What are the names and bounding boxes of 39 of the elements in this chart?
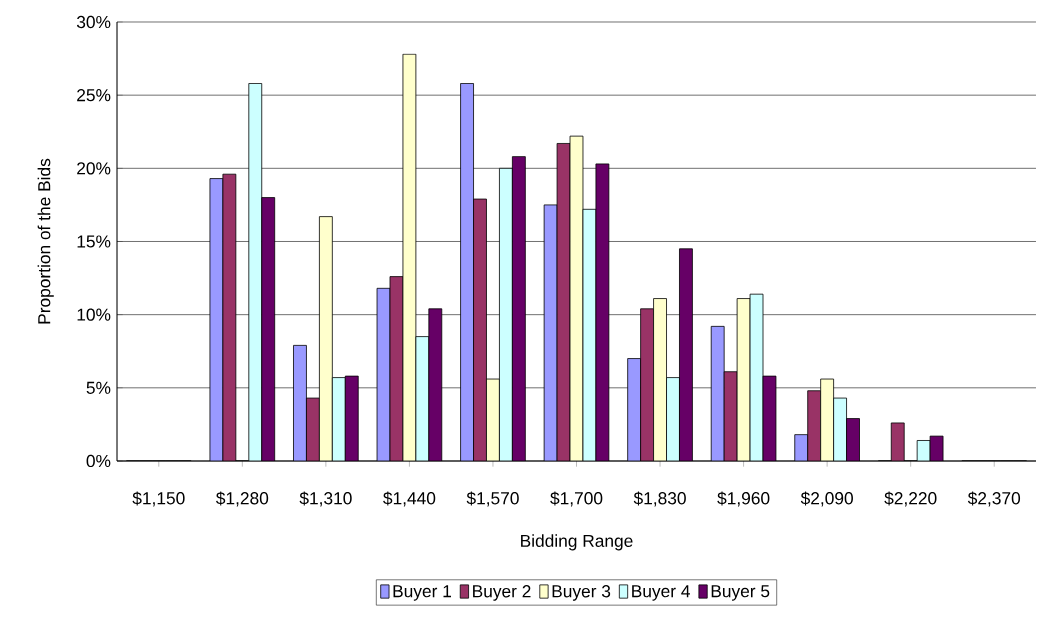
legend-label: Buyer 3 — [552, 585, 611, 601]
y-axis-title: Proportion of the Bids — [37, 158, 54, 324]
bar — [345, 376, 359, 461]
legend-label: Buyer 4 — [632, 585, 690, 601]
bar — [486, 379, 500, 461]
y-tick-label: 5% — [86, 381, 111, 394]
x-tick-label: $1,280 — [216, 491, 269, 507]
y-tick-label: 25% — [77, 89, 111, 102]
x-tick-label: $1,150 — [132, 491, 185, 507]
x-axis-title: Bidding Range — [521, 534, 633, 551]
y-tick-label: 0% — [86, 454, 111, 468]
legend-label: Buyer 5 — [711, 585, 770, 601]
bar — [846, 418, 860, 461]
y-tick-label: 20% — [77, 162, 111, 175]
y-tick-label: 10% — [77, 308, 111, 321]
bar — [820, 379, 834, 461]
x-tick-label: $1,700 — [550, 491, 603, 507]
bar — [306, 398, 320, 461]
legend-label: Buyer 1 — [393, 585, 451, 601]
bar — [679, 248, 693, 461]
bar — [807, 390, 821, 461]
y-tick-label: 15% — [77, 235, 111, 248]
x-tick-label: $1,440 — [383, 491, 436, 507]
x-tick-label: $1,830 — [633, 491, 686, 507]
y-tick-label: 30% — [76, 15, 111, 29]
bar — [261, 197, 275, 461]
bar — [319, 216, 333, 461]
legend-label: Buyer 2 — [473, 585, 531, 601]
bar — [512, 156, 526, 461]
x-tick-label: $2,370 — [967, 491, 1021, 507]
x-tick-label: $2,090 — [800, 491, 853, 507]
x-tick-label: $2,220 — [884, 491, 937, 507]
bar — [428, 308, 442, 461]
bar — [640, 308, 654, 461]
x-tick-label: $1,960 — [717, 491, 770, 507]
bar — [653, 298, 667, 461]
bar — [473, 199, 487, 461]
x-tick-label: $1,310 — [299, 491, 352, 507]
x-tick-label: $1,570 — [466, 491, 519, 507]
